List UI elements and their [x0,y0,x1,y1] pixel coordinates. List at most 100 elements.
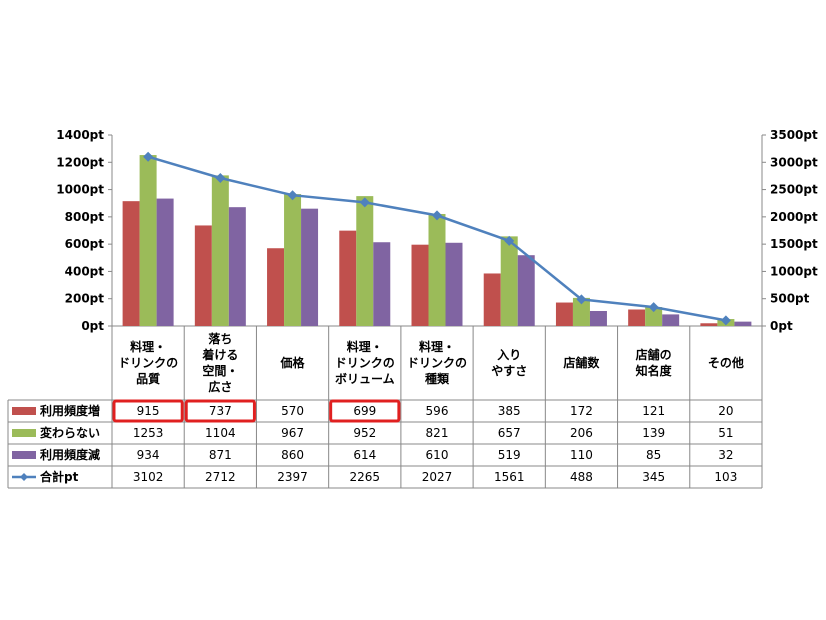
data-label: 1104 [205,426,236,440]
line-marker-3-4 [432,210,442,221]
bar-1-1 [211,175,229,326]
bar-0-0 [122,201,140,326]
data-label: 172 [570,404,593,418]
bar-0-4 [411,244,429,326]
highlight-box [184,399,256,423]
legend-key-0 [12,407,36,415]
bar-0-3 [339,230,357,326]
data-label: 952 [353,426,376,440]
data-label: 103 [714,470,737,484]
legend-label-0: 利用頻度増 [40,403,100,418]
legend-label-3: 合計pt [40,469,79,484]
data-label: 110 [570,448,593,462]
data-label: 121 [642,404,665,418]
bar-2-7 [662,314,680,326]
data-label: 3102 [133,470,164,484]
legend-key-1 [12,429,36,437]
data-label: 699 [353,404,376,418]
category-label: やすさ [491,364,527,378]
y-right-tick-label: 2500pt [770,183,818,197]
y-right-tick-label: 3000pt [770,155,818,169]
line-marker-3-2 [287,190,298,201]
line-marker-3-6 [576,294,587,305]
legend-label-1: 変わらない [40,425,100,440]
y-left-tick-label: 1000pt [56,183,104,197]
category-label: 店舗の [636,347,672,362]
category-label: 広さ [208,379,232,394]
data-label: 614 [353,448,376,462]
category-label: 価格 [280,355,306,370]
data-label: 610 [426,448,449,462]
category-label: 店舗数 [563,355,600,370]
line-marker-3-8 [720,315,731,326]
category-label: 品質 [136,371,160,386]
legend-key-marker-3 [20,473,28,481]
bar-1-6 [572,297,590,326]
y-right-tick-label: 2000pt [770,210,818,224]
bar-1-2 [284,194,302,326]
bar-0-1 [194,225,212,326]
line-marker-3-3 [359,197,370,208]
y-left-tick-label: 0pt [81,319,104,333]
y-right-tick-label: 1000pt [770,264,818,278]
bar-1-3 [356,196,374,326]
data-label: 206 [570,426,593,440]
bar-2-8 [734,321,752,326]
category-label: ドリンクの [118,356,178,370]
category-label: 着ける [201,347,238,362]
legend-label-2: 利用頻度減 [40,447,100,462]
y-left-tick-label: 400pt [65,264,105,278]
bar-2-2 [301,208,319,326]
bar-0-2 [267,248,285,326]
bar-2-3 [373,242,391,326]
data-label: 967 [281,426,304,440]
category-label: ボリューム [335,371,395,386]
category-label: その他 [708,355,744,370]
category-label: 空間・ [202,363,238,378]
data-label: 488 [570,470,593,484]
bar-0-5 [483,273,501,326]
y-right-tick-label: 3500pt [770,128,818,142]
data-label: 20 [718,404,733,418]
y-right-tick-label: 0pt [770,319,793,333]
bar-2-5 [517,255,535,326]
data-label: 871 [209,448,232,462]
y-left-tick-label: 800pt [65,210,105,224]
data-label: 51 [718,426,733,440]
bar-2-1 [228,207,246,326]
category-label: 入り [497,348,521,362]
data-label: 596 [426,404,449,418]
bar-0-6 [555,302,573,326]
y-left-tick-label: 600pt [65,237,105,251]
category-label: 種類 [425,371,450,386]
highlight-box [112,399,184,423]
bar-0-8 [700,323,718,326]
data-label: 860 [281,448,304,462]
data-label: 915 [137,404,160,418]
y-right-tick-label: 1500pt [770,237,818,251]
data-label: 345 [642,470,665,484]
bar-1-0 [139,155,157,326]
data-label: 737 [209,404,232,418]
data-label: 139 [642,426,665,440]
data-label: 1561 [494,470,525,484]
data-label: 570 [281,404,304,418]
data-label: 85 [646,448,661,462]
data-label: 385 [498,404,521,418]
line-marker-3-5 [504,235,515,246]
bar-1-4 [428,213,446,326]
category-label: 知名度 [635,363,673,378]
data-label: 657 [498,426,521,440]
line-marker-3-1 [215,173,226,184]
bar-0-7 [628,309,646,326]
category-label: 落ち [208,331,232,346]
bar-2-6 [589,310,607,326]
bar-2-0 [156,198,174,326]
line-marker-3-7 [648,302,659,313]
legend-key-2 [12,451,36,459]
bar-1-5 [500,236,518,326]
data-label: 32 [718,448,733,462]
bar-2-4 [445,242,463,326]
data-label: 934 [137,448,160,462]
